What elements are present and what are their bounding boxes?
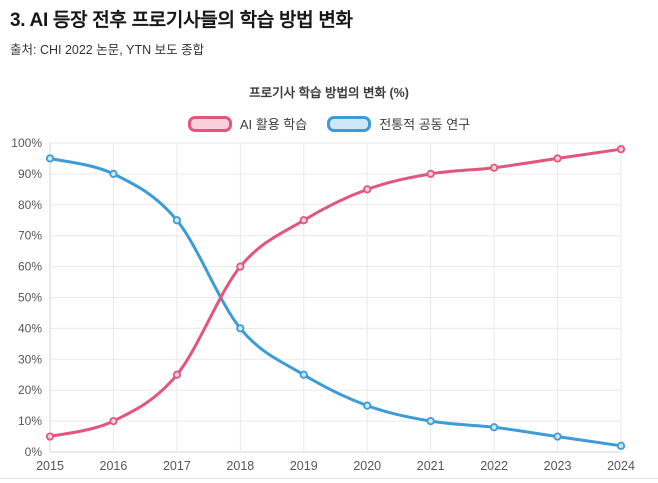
data-point: [616, 145, 626, 154]
y-axis-tick-label: 10%: [18, 414, 42, 428]
page-title: 3. AI 등장 전후 프로기사들의 학습 방법 변화: [10, 10, 353, 31]
series-line: [48, 147, 623, 439]
chart-legend: AI 활용 학습 전통적 공동 연구: [0, 114, 658, 133]
x-axis-tick-label: 2021: [417, 459, 445, 473]
bottom-divider: [0, 478, 658, 479]
data-point: [45, 432, 55, 441]
data-point: [109, 416, 118, 426]
data-point: [172, 216, 181, 225]
source-note: 출처: CHI 2022 논문, YTN 보도 종합: [10, 43, 205, 57]
y-axis-tick-label: 80%: [18, 198, 42, 212]
legend-label-traditional-study: 전통적 공동 연구: [379, 117, 471, 132]
data-point: [172, 370, 181, 379]
data-point: [553, 154, 562, 163]
x-axis-tick-label: 2022: [480, 459, 508, 473]
y-axis-tick-label: 50%: [18, 291, 42, 305]
x-axis-tick-label: 2019: [290, 459, 318, 473]
y-axis-tick-label: 60%: [18, 260, 42, 274]
legend-item-ai-learning[interactable]: AI 활용 학습: [187, 114, 308, 133]
legend-swatch-blue: [327, 115, 372, 132]
y-axis-tick-label: 70%: [18, 229, 42, 243]
data-point: [490, 423, 499, 432]
x-axis-tick-label: 2016: [100, 459, 128, 473]
y-axis-tick-label: 40%: [18, 321, 42, 335]
data-point: [45, 154, 55, 163]
x-axis-tick-label: 2023: [544, 459, 572, 473]
x-axis-tick-label: 2024: [607, 459, 635, 473]
x-axis-tick-label: 2020: [353, 459, 381, 473]
legend-label-ai-learning: AI 활용 학습: [239, 117, 308, 132]
data-point: [553, 432, 562, 441]
legend-item-traditional-study[interactable]: 전통적 공동 연구: [327, 114, 470, 133]
data-point: [236, 262, 245, 271]
legend-swatch-pink: [187, 115, 232, 132]
y-axis-tick-label: 100%: [11, 136, 42, 150]
data-point: [299, 216, 308, 225]
x-axis-tick-label: 2017: [163, 459, 191, 473]
data-point: [299, 370, 308, 379]
y-axis-tick-label: 0%: [25, 445, 43, 459]
data-point: [616, 441, 626, 450]
series-line: [48, 156, 623, 448]
x-axis-tick-label: 2018: [226, 459, 254, 473]
data-point: [109, 169, 118, 178]
data-point: [363, 401, 372, 410]
chart-title: 프로기사 학습 방법의 변화 (%): [249, 86, 409, 100]
data-point: [363, 185, 372, 194]
data-point: [490, 163, 499, 172]
x-axis-tick-label: 2015: [36, 459, 64, 473]
data-point: [426, 416, 435, 426]
y-axis-tick-label: 20%: [18, 383, 42, 397]
data-point: [236, 324, 245, 333]
data-point: [426, 169, 435, 178]
y-axis-tick-label: 30%: [18, 352, 42, 366]
y-axis-tick-label: 90%: [18, 167, 42, 181]
